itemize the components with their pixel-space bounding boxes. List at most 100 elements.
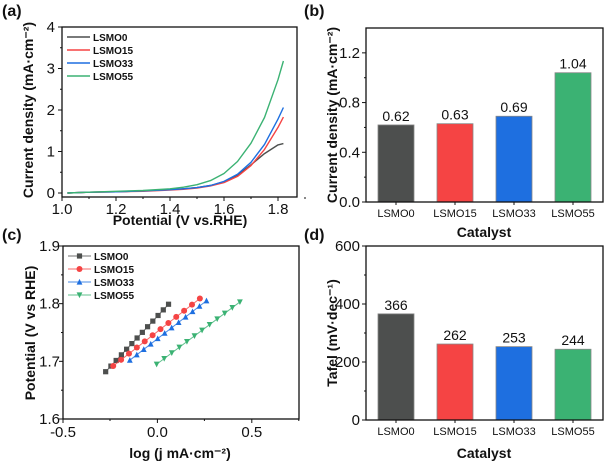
data-point-lsmo0 bbox=[165, 301, 172, 307]
x-tick-label: 1.0 bbox=[52, 201, 73, 218]
data-point-lsmo55 bbox=[168, 350, 175, 356]
y-tick-label: 0 bbox=[47, 185, 55, 202]
x-tick-label: LSMO55 bbox=[551, 426, 594, 438]
data-point-lsmo33 bbox=[126, 357, 133, 363]
x-tick-label: LSMO15 bbox=[433, 208, 476, 220]
bar-lsmo15 bbox=[436, 123, 474, 203]
panel-b-chart: (b) Current density (mA·cm⁻²) Catalyst 0… bbox=[304, 3, 604, 240]
panel-c-label: (c) bbox=[2, 227, 22, 244]
data-point-lsmo55 bbox=[191, 333, 198, 340]
data-point-lsmo55 bbox=[184, 338, 190, 345]
y-tick-label: 0.0 bbox=[339, 194, 360, 211]
panel-c-chart: (c) Potential (V vs RHE) log (j mA·cm⁻²)… bbox=[2, 227, 300, 461]
bar-value-label: 1.04 bbox=[559, 56, 586, 72]
data-point-lsmo0 bbox=[139, 329, 145, 335]
bar-value-label: 366 bbox=[384, 297, 408, 313]
data-point-lsmo15 bbox=[173, 313, 180, 320]
data-point-lsmo33 bbox=[203, 297, 210, 304]
data-point-lsmo55 bbox=[214, 316, 221, 323]
bar-value-label: 253 bbox=[502, 330, 526, 346]
series-line-lsmo0 bbox=[67, 142, 284, 194]
legend-marker-lsmo15 bbox=[76, 266, 83, 272]
panel-d-xlabel: Catalyst bbox=[457, 445, 512, 461]
data-point-lsmo33 bbox=[147, 340, 154, 347]
x-tick-label: 1.6 bbox=[214, 201, 235, 218]
panel-a-chart: (a) Current density (mA·cm⁻²) Potential … bbox=[2, 3, 306, 228]
bar-value-label: 0.69 bbox=[500, 99, 527, 115]
data-point-lsmo0 bbox=[124, 346, 130, 352]
panel-d-chart: (d) Tafel (mV·dec⁻¹) Catalyst 366 LSMO0 26… bbox=[304, 227, 604, 461]
data-point-lsmo0 bbox=[144, 324, 151, 330]
data-point-lsmo33 bbox=[189, 308, 196, 315]
legend-label-lsmo55: LSMO55 bbox=[94, 291, 134, 302]
x-tick-label: 1.2 bbox=[106, 201, 127, 218]
y-tick-label: 1.6 bbox=[39, 411, 60, 428]
legend-label-lsmo0: LSMO0 bbox=[93, 33, 128, 44]
x-tick-label: LSMO33 bbox=[492, 208, 535, 220]
series-line-lsmo15 bbox=[67, 116, 285, 194]
bar-lsmo0 bbox=[377, 313, 415, 421]
y-tick-label: 3 bbox=[47, 61, 55, 78]
legend-label-lsmo15: LSMO15 bbox=[93, 46, 133, 57]
data-point-lsmo0 bbox=[150, 318, 156, 324]
data-point-lsmo15 bbox=[141, 338, 148, 345]
panel-b-frame bbox=[365, 27, 604, 203]
series-line-lsmo55 bbox=[156, 301, 241, 365]
bar-value-label: 0.62 bbox=[382, 108, 409, 124]
x-tick-label: 1.4 bbox=[160, 201, 181, 218]
x-tick-label: LSMO0 bbox=[377, 426, 414, 438]
x-tick-label: 0.0 bbox=[147, 424, 168, 441]
data-point-lsmo15 bbox=[157, 326, 164, 333]
data-point-lsmo15 bbox=[118, 356, 125, 363]
y-tick-label: 1.9 bbox=[39, 238, 60, 255]
bar-lsmo15 bbox=[436, 343, 474, 421]
data-point-lsmo33 bbox=[175, 319, 182, 325]
y-tick-label: 1.7 bbox=[39, 353, 60, 370]
y-tick-label: 0 bbox=[352, 412, 360, 429]
bar-lsmo33 bbox=[495, 115, 533, 203]
data-point-lsmo0 bbox=[103, 369, 109, 375]
panel-a-ylabel: Current density (mA·cm⁻²) bbox=[20, 22, 36, 198]
panel-d-label: (d) bbox=[304, 227, 324, 244]
legend-label-lsmo33: LSMO33 bbox=[94, 278, 134, 289]
y-tick-label: 2 bbox=[47, 102, 55, 119]
data-point-lsmo0 bbox=[160, 307, 166, 313]
data-point-lsmo0 bbox=[129, 341, 135, 347]
data-point-lsmo33 bbox=[168, 324, 175, 331]
panel-c-xlabel: log (j mA·cm⁻²) bbox=[129, 445, 231, 461]
data-point-lsmo15 bbox=[110, 362, 117, 369]
legend-marker-lsmo33 bbox=[76, 278, 83, 285]
data-point-lsmo15 bbox=[181, 307, 188, 314]
bar-value-label: 244 bbox=[561, 332, 585, 348]
y-tick-label: 4 bbox=[47, 19, 55, 36]
bar-lsmo0 bbox=[377, 124, 415, 203]
data-point-lsmo15 bbox=[133, 344, 140, 351]
panel-b-ylabel: Current density (mA·cm⁻²) bbox=[324, 27, 340, 203]
data-point-lsmo55 bbox=[221, 310, 228, 317]
data-point-lsmo55 bbox=[176, 344, 183, 351]
x-tick-label: 1.8 bbox=[268, 201, 289, 218]
series-line-lsmo55 bbox=[67, 60, 285, 194]
data-point-lsmo0 bbox=[113, 357, 119, 364]
data-point-lsmo15 bbox=[196, 295, 203, 302]
series-line-lsmo15 bbox=[112, 298, 201, 367]
legend-marker-lsmo55 bbox=[76, 292, 83, 299]
y-tick-label: 0.4 bbox=[339, 144, 360, 161]
series-line-lsmo33 bbox=[67, 107, 285, 194]
panel-b-label: (b) bbox=[304, 3, 324, 20]
x-tick-label: LSMO0 bbox=[377, 208, 414, 220]
data-point-lsmo55 bbox=[206, 321, 213, 328]
x-tick-label: LSMO55 bbox=[551, 208, 594, 220]
panel-c-ylabel: Potential (V vs RHE) bbox=[22, 266, 38, 401]
data-point-lsmo33 bbox=[140, 346, 147, 352]
bar-lsmo55 bbox=[554, 72, 592, 203]
data-point-lsmo55 bbox=[199, 327, 205, 334]
x-tick-label: LSMO33 bbox=[492, 426, 535, 438]
data-point-lsmo15 bbox=[149, 332, 156, 339]
legend-label-lsmo0: LSMO0 bbox=[94, 252, 129, 263]
panel-a-xlabel: Potential (V vs.RHE) bbox=[113, 212, 248, 228]
y-tick-label: 400 bbox=[335, 296, 360, 313]
data-point-lsmo55 bbox=[153, 361, 160, 368]
data-point-lsmo33 bbox=[133, 351, 140, 358]
panel-a-frame bbox=[61, 26, 298, 198]
